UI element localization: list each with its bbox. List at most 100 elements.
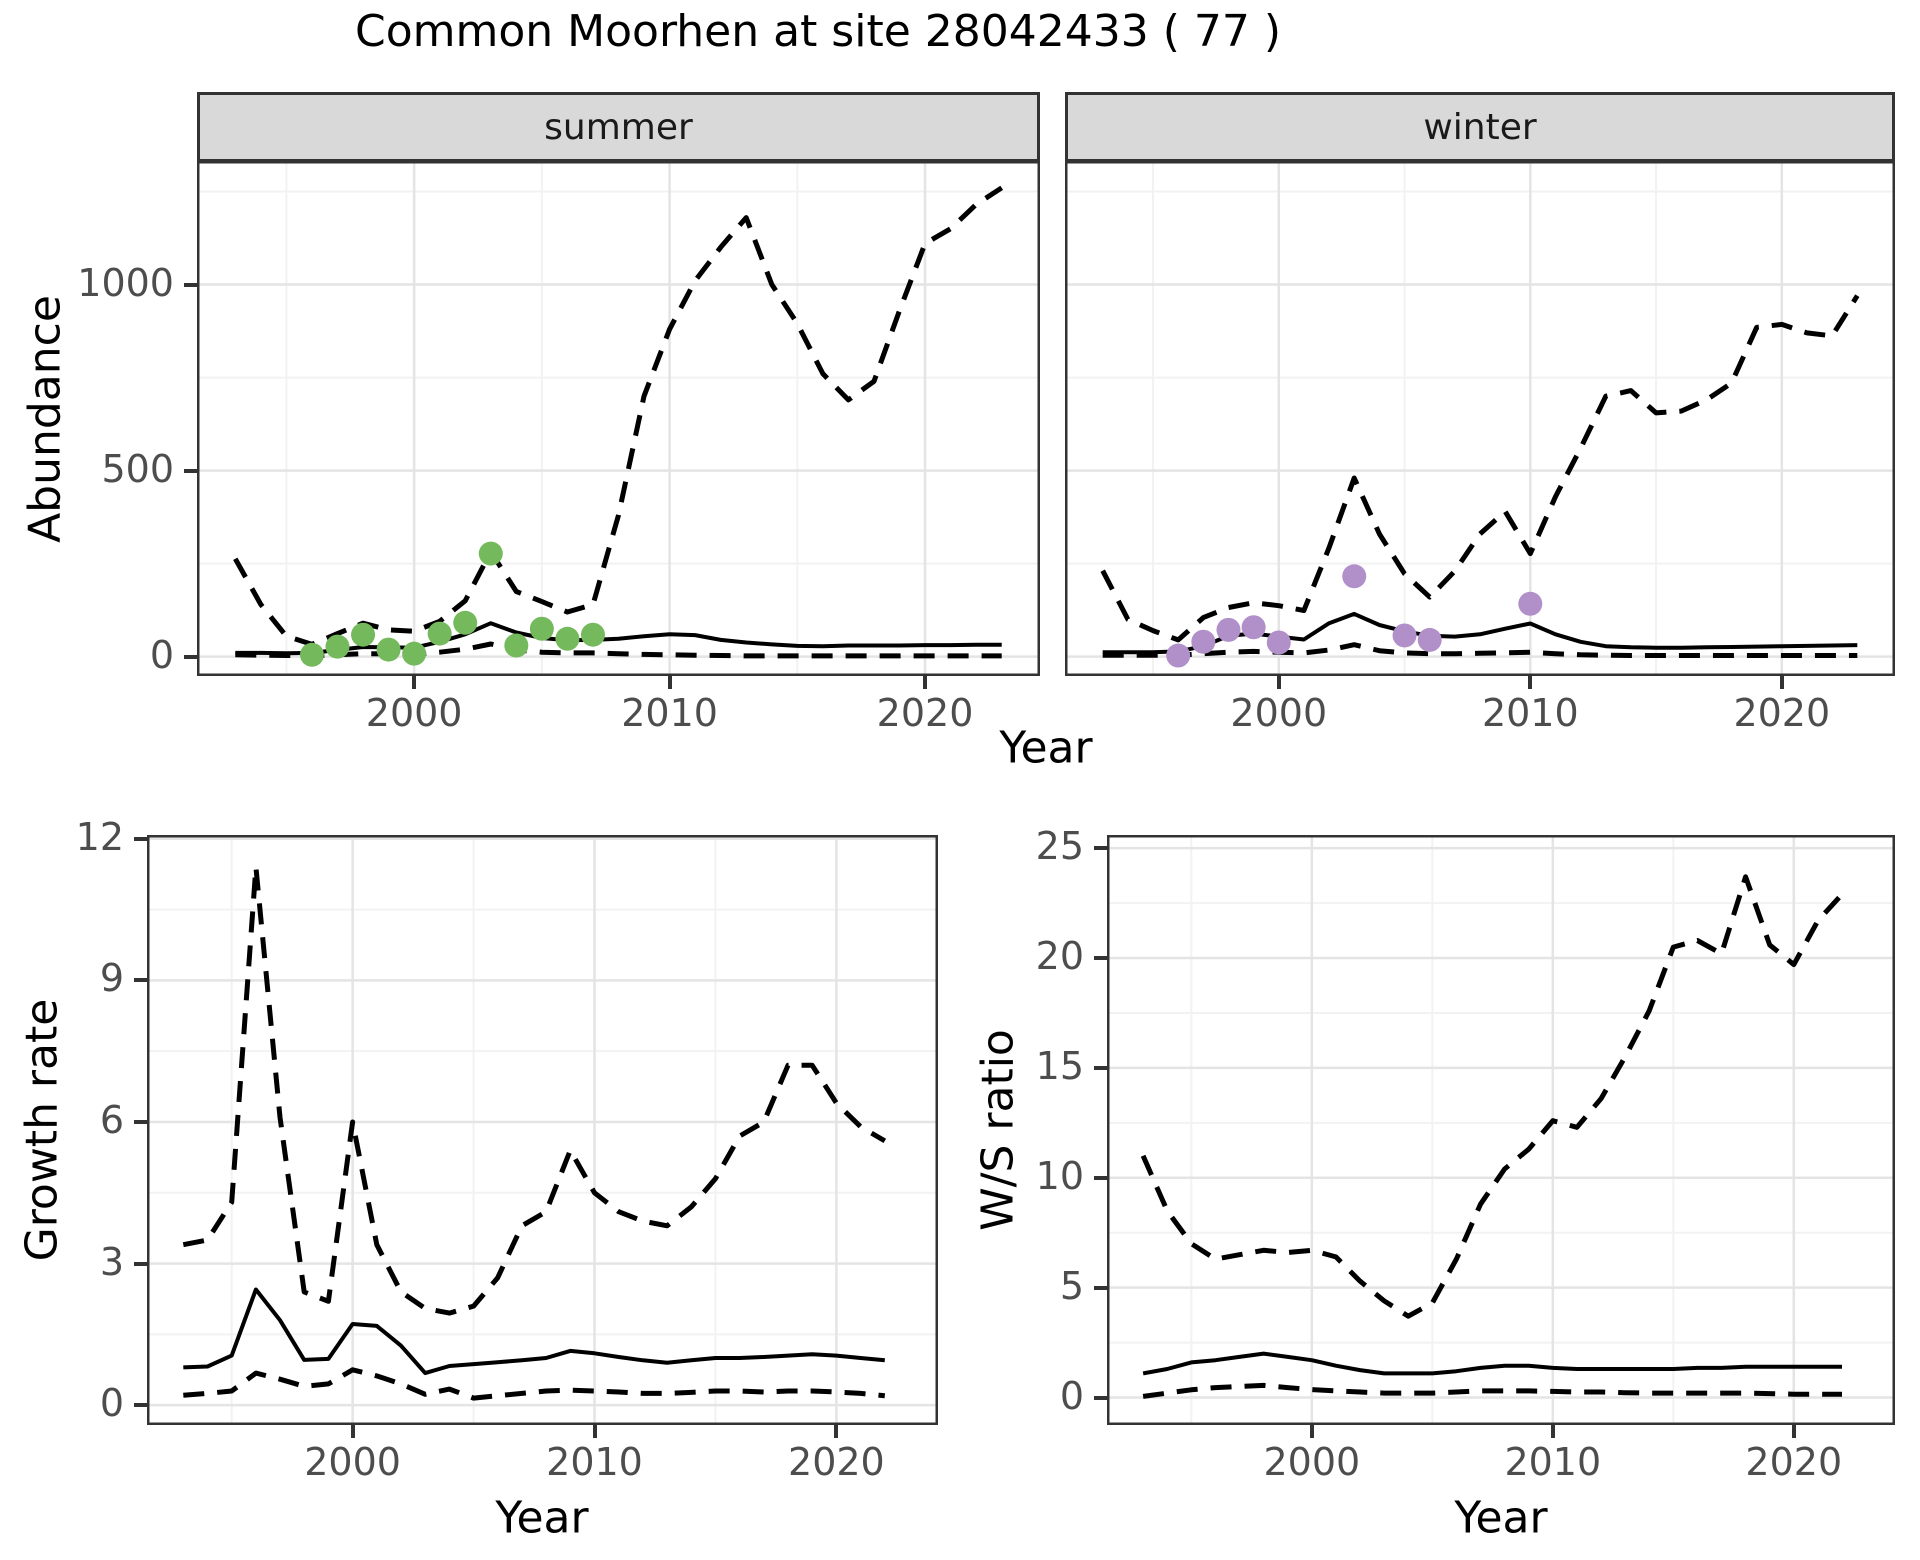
series-upper_ci (182, 864, 887, 1316)
x-tick-mark (1309, 1425, 1314, 1438)
y-tick-mark (134, 1261, 147, 1266)
x-tick-label: 2010 (546, 1440, 643, 1484)
observed-point (402, 641, 427, 666)
observed-point (1241, 615, 1266, 640)
series-mean (183, 1287, 885, 1376)
observed-point (376, 637, 401, 662)
observed-point (453, 610, 478, 635)
y-tick-label: 0 (99, 1381, 124, 1426)
y-tick-label: 12 (75, 814, 124, 859)
facet-strip-summer: summer (197, 92, 1040, 162)
panel-background (1107, 835, 1895, 1425)
y-tick-mark (184, 654, 197, 659)
x-axis-title-year-ws: Year (1454, 1492, 1548, 1544)
y-tick-mark (134, 1119, 147, 1124)
series-mean (1142, 1351, 1842, 1376)
panel-border (1107, 835, 1895, 1425)
x-tick-label: 2020 (876, 691, 974, 735)
y-tick-mark (134, 836, 147, 841)
y-tick-label: 5 (1059, 1263, 1084, 1308)
x-tick-label: 2010 (1504, 1440, 1602, 1484)
x-tick-mark (834, 1425, 839, 1438)
x-tick-label: 2000 (365, 691, 463, 735)
observed-point (580, 622, 605, 647)
facet-strip-winter: winter (1065, 92, 1895, 162)
y-tick-label: 9 (99, 956, 124, 1001)
series-mean (235, 621, 1002, 656)
observed-point (529, 616, 554, 641)
x-tick-label: 2010 (621, 691, 718, 735)
panel-border (1065, 161, 1895, 676)
observed-point (555, 626, 580, 651)
y-tick-mark (1094, 1285, 1107, 1290)
x-tick-mark (1791, 1425, 1796, 1438)
series-lower_ci (1102, 642, 1858, 658)
series-lower_ci (1142, 1382, 1842, 1399)
y-tick-label: 1000 (77, 260, 174, 305)
y-tick-label: 500 (101, 446, 174, 491)
observed-point (1518, 591, 1543, 616)
y-tick-label: 0 (1059, 1373, 1084, 1418)
y-tick-mark (1094, 846, 1107, 851)
observed-point (299, 642, 324, 667)
x-tick-label: 2010 (1481, 691, 1579, 735)
facet-strip-label: winter (1423, 106, 1537, 148)
x-tick-label: 2020 (1745, 1440, 1843, 1484)
y-axis-title-abundance: Abundance (19, 295, 71, 543)
summer-plot (197, 161, 1040, 676)
observed-point (427, 621, 452, 646)
y-tick-mark (184, 282, 197, 287)
y-tick-label: 20 (1035, 934, 1084, 979)
x-axis-title-year-top: Year (999, 722, 1093, 774)
series-lower_ci (235, 641, 1002, 659)
x-tick-mark (1528, 676, 1533, 689)
observed-point (504, 633, 529, 658)
x-tick-label: 2020 (788, 1440, 885, 1484)
panel-border (147, 835, 938, 1425)
y-tick-label: 15 (1035, 1043, 1084, 1088)
panel-background (1065, 161, 1895, 676)
x-axis-title-year-growth: Year (495, 1492, 589, 1544)
y-tick-mark (134, 1403, 147, 1408)
x-tick-mark (592, 1425, 597, 1438)
y-tick-label: 0 (149, 632, 174, 677)
growth-plot (147, 835, 938, 1425)
y-tick-label: 10 (1035, 1153, 1084, 1198)
panel-background (197, 161, 1040, 676)
observed-point (1216, 617, 1241, 642)
x-tick-mark (1779, 676, 1784, 689)
facet-strip-label: summer (544, 106, 693, 148)
y-tick-mark (1094, 1065, 1107, 1070)
panel-border (197, 161, 1040, 676)
x-tick-label: 2000 (304, 1440, 401, 1484)
y-tick-mark (1094, 1175, 1107, 1180)
observed-point (351, 622, 376, 647)
chart-title: Common Moorhen at site 28042433 ( 77 ) (355, 6, 1281, 57)
x-tick-mark (1550, 1425, 1555, 1438)
observed-point (1342, 564, 1367, 589)
x-tick-mark (923, 676, 928, 689)
observed-point (325, 634, 350, 659)
y-tick-mark (1094, 956, 1107, 961)
observed-point (1166, 643, 1191, 668)
x-tick-mark (412, 676, 417, 689)
y-tick-mark (184, 468, 197, 473)
observed-point (1417, 627, 1442, 652)
y-tick-label: 6 (99, 1097, 124, 1142)
x-tick-label: 2000 (1230, 691, 1328, 735)
x-tick-mark (1276, 676, 1281, 689)
observed-point (1266, 630, 1291, 655)
panel-background (147, 835, 938, 1425)
y-tick-mark (134, 978, 147, 983)
y-tick-label: 25 (1035, 824, 1084, 869)
observed-point (1392, 623, 1417, 648)
observed-point (478, 541, 503, 566)
observed-point (1191, 629, 1216, 654)
x-tick-mark (350, 1425, 355, 1438)
winter-plot (1065, 161, 1895, 676)
series-upper_ci (1140, 874, 1844, 1319)
ws-plot (1107, 835, 1895, 1425)
y-tick-label: 3 (99, 1239, 124, 1284)
x-tick-mark (667, 676, 672, 689)
